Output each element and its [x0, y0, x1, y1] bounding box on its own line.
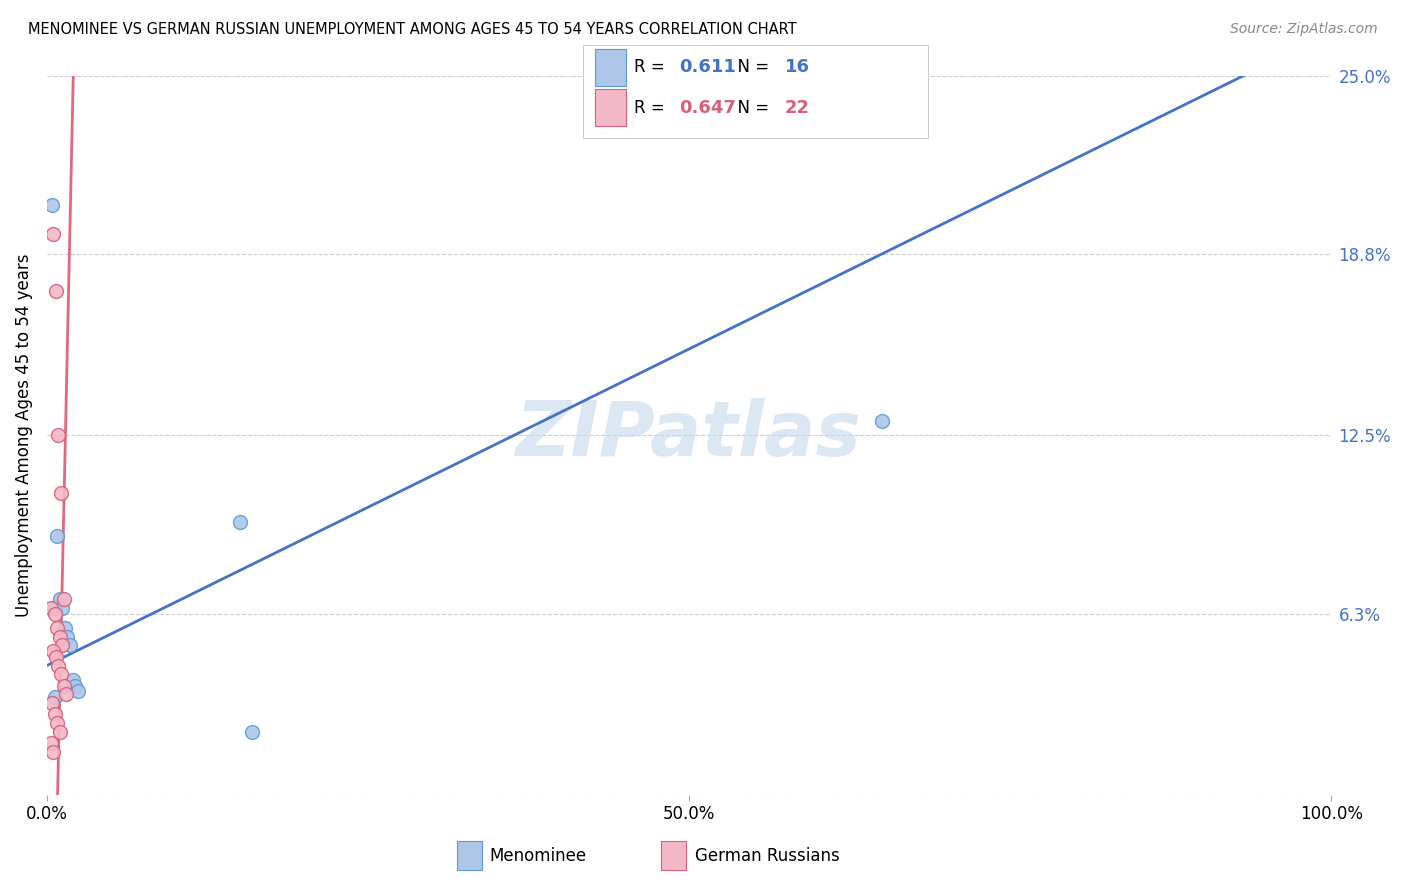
Point	[42, 644, 65, 658]
Point	[45, 285, 67, 299]
Point	[46, 716, 69, 731]
Point	[49, 667, 72, 681]
Point	[62, 673, 84, 687]
Text: ZIPatlas: ZIPatlas	[516, 399, 862, 472]
Point	[41, 198, 63, 212]
Text: 0.647: 0.647	[679, 99, 735, 117]
Point	[52, 679, 75, 693]
Point	[48, 724, 70, 739]
Point	[44, 690, 66, 705]
Point	[48, 630, 70, 644]
Text: Menominee: Menominee	[489, 847, 586, 865]
Point	[63, 679, 86, 693]
Point	[55, 687, 77, 701]
Point	[42, 745, 65, 759]
Text: MENOMINEE VS GERMAN RUSSIAN UNEMPLOYMENT AMONG AGES 45 TO 54 YEARS CORRELATION C: MENOMINEE VS GERMAN RUSSIAN UNEMPLOYMENT…	[28, 22, 797, 37]
Text: R =: R =	[634, 59, 671, 77]
Point	[48, 592, 70, 607]
Text: N =: N =	[727, 99, 775, 117]
Point	[45, 649, 67, 664]
Point	[48, 658, 70, 673]
Point	[46, 529, 69, 543]
Point	[49, 486, 72, 500]
Point	[39, 736, 62, 750]
Point	[44, 601, 66, 615]
Point	[56, 630, 79, 644]
Text: 16: 16	[785, 59, 810, 77]
Text: N =: N =	[727, 59, 775, 77]
Y-axis label: Unemployment Among Ages 45 to 54 years: Unemployment Among Ages 45 to 54 years	[15, 253, 32, 617]
Point	[44, 707, 66, 722]
Text: R =: R =	[634, 99, 671, 117]
Point	[39, 601, 62, 615]
Point	[42, 227, 65, 241]
Point	[41, 696, 63, 710]
Point	[52, 592, 75, 607]
Point	[242, 724, 264, 739]
Point	[44, 607, 66, 621]
Point	[48, 428, 70, 442]
Point	[910, 83, 932, 97]
Text: German Russians: German Russians	[695, 847, 839, 865]
Point	[53, 621, 76, 635]
Point	[59, 639, 82, 653]
Point	[46, 621, 69, 635]
Point	[51, 639, 73, 653]
Text: 22: 22	[785, 99, 810, 117]
Point	[66, 684, 89, 698]
Point	[870, 414, 893, 428]
Point	[228, 515, 250, 529]
Text: Source: ZipAtlas.com: Source: ZipAtlas.com	[1230, 22, 1378, 37]
Text: 0.611: 0.611	[679, 59, 735, 77]
Point	[51, 601, 73, 615]
